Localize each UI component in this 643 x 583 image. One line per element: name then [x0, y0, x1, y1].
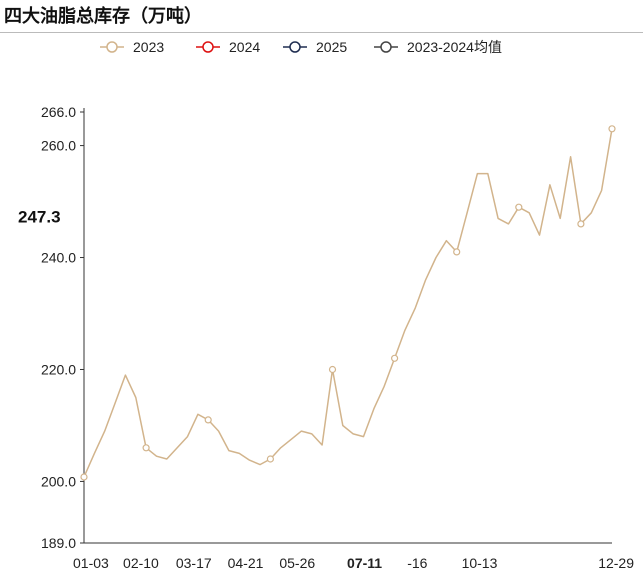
- series-point-2023: [391, 354, 399, 362]
- y-tick-label: 200.0: [41, 473, 76, 489]
- x-tick-label: 01-03: [73, 555, 109, 571]
- title-divider: [0, 32, 643, 33]
- series-point-2023: [453, 248, 461, 256]
- x-tick-label: 07-11: [347, 555, 382, 571]
- latest-value-label: 247.3: [18, 208, 61, 227]
- series-point-2023: [142, 444, 150, 452]
- x-tick-label: 03-17: [176, 555, 212, 571]
- series-point-2023: [266, 455, 274, 463]
- y-tick-label: 266.0: [41, 104, 76, 120]
- legend-item-2025[interactable]: 2025: [283, 39, 347, 55]
- legend-item-avg[interactable]: 2023-2024均值: [374, 39, 502, 55]
- y-tick-label: 260.0: [41, 138, 76, 154]
- legend-item-2023[interactable]: 2023: [100, 39, 164, 55]
- legend: 2023 2024 2025 2023-2024均值: [100, 39, 502, 55]
- series-point-2023: [608, 125, 616, 133]
- x-tick-label: 10-13: [462, 555, 498, 571]
- legend-label-2025: 2025: [316, 39, 347, 55]
- highlight-layer: 247.3: [18, 208, 61, 227]
- legend-label-avg: 2023-2024均值: [407, 39, 502, 55]
- y-tick-label: 189.0: [41, 535, 76, 551]
- series-point-2023: [577, 220, 585, 228]
- series-point-2023: [328, 365, 337, 374]
- series-point-2023: [80, 473, 88, 481]
- x-tick-label: -16: [407, 555, 427, 571]
- legend-item-2024[interactable]: 2024: [196, 39, 260, 55]
- series-point-2023: [204, 416, 212, 424]
- y-tick-label: 240.0: [41, 250, 76, 266]
- x-tick-label: 04-21: [228, 555, 264, 571]
- x-tick-label: 05-26: [279, 555, 315, 571]
- axes: 189.0 200.0 220.0 240.0 260.0 266.0 01-03 02-10…: [41, 104, 634, 571]
- x-tick-label: 12-29: [598, 555, 634, 571]
- series-line-2023: [83, 128, 613, 478]
- chart-title: 四大油脂总库存（万吨）: [4, 6, 202, 27]
- series-layer: [80, 125, 616, 481]
- y-tick-label: 220.0: [41, 361, 76, 377]
- series-point-2023: [515, 203, 523, 211]
- legend-label-2024: 2024: [229, 39, 260, 55]
- legend-label-2023: 2023: [133, 39, 164, 55]
- x-tick-label: 02-10: [123, 555, 159, 571]
